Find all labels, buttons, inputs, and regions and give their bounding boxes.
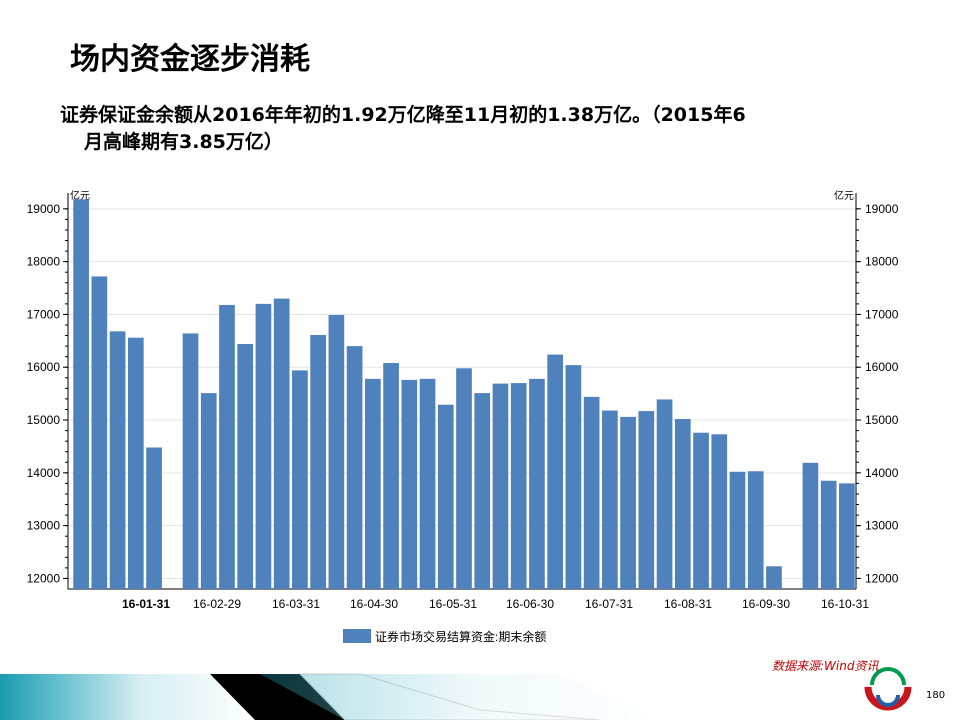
bar xyxy=(73,199,89,589)
legend-swatch xyxy=(343,629,371,643)
x-tick-label: 16-07-31 xyxy=(585,597,633,611)
x-tick-label: 16-09-30 xyxy=(742,597,790,611)
summary-line-1: 证券保证金余额从2016年年初的1.92万亿降至11月初的1.38万亿。（201… xyxy=(60,104,746,126)
bar xyxy=(766,566,782,589)
x-tick-label: 16-06-30 xyxy=(506,597,554,611)
summary-line-2: 月高峰期有3.85万亿） xyxy=(84,131,283,153)
bar xyxy=(255,303,272,589)
bar xyxy=(401,379,418,589)
data-source-note: 数据来源:Wind资讯 xyxy=(772,659,879,673)
bar xyxy=(437,404,454,589)
bar xyxy=(693,432,709,589)
summary-text: 证券保证金余额从2016年年初的1.92万亿降至11月初的1.38万亿。（201… xyxy=(60,102,910,156)
y-tick-label-right: 15000 xyxy=(865,413,899,427)
page-number: 180 xyxy=(926,690,946,701)
y-tick-label-right: 16000 xyxy=(865,360,899,374)
bar-chart: 12000 12000 13000 13000 14000 14000 15000 15000… xyxy=(27,189,899,644)
y-tick-label-right: 13000 xyxy=(865,519,899,533)
legend-label: 证券市场交易结算资金:期末余额 xyxy=(375,629,546,644)
bar xyxy=(492,383,509,589)
bar xyxy=(802,462,819,589)
bar xyxy=(510,383,527,589)
x-tick-label: 16-08-31 xyxy=(664,597,712,611)
bar xyxy=(109,331,126,589)
bar xyxy=(674,418,691,589)
bar xyxy=(182,333,199,589)
bar xyxy=(127,337,144,589)
bar xyxy=(711,434,728,589)
y-tick-label-left: 19000 xyxy=(27,202,61,216)
bar xyxy=(273,298,290,589)
bar xyxy=(747,471,764,589)
bar xyxy=(419,378,436,589)
bar xyxy=(292,370,308,589)
bar xyxy=(237,344,254,589)
bar xyxy=(346,346,363,589)
bar xyxy=(565,365,582,589)
y-tick-label-right: 17000 xyxy=(865,307,899,321)
bar xyxy=(620,416,636,589)
y-unit-right: 亿元 xyxy=(834,189,854,202)
bar xyxy=(383,363,399,589)
bar xyxy=(219,304,235,589)
x-tick-label: 16-03-31 xyxy=(272,597,320,611)
footer-decoration xyxy=(0,673,660,720)
bar xyxy=(310,335,326,589)
y-tick-label-left: 12000 xyxy=(27,571,61,585)
bar xyxy=(456,368,472,589)
bar xyxy=(729,471,746,589)
bar xyxy=(146,447,162,589)
bar xyxy=(839,483,855,589)
y-unit-left: 亿元 xyxy=(70,189,90,202)
slide-title: 场内资金逐步消耗 xyxy=(70,42,310,77)
bar xyxy=(474,393,491,589)
bar xyxy=(328,314,345,589)
wind-logo xyxy=(864,667,912,711)
y-tick-label-left: 14000 xyxy=(27,466,61,480)
bar xyxy=(656,399,673,589)
y-tick-label-right: 14000 xyxy=(865,466,899,480)
bar xyxy=(529,378,545,589)
bar xyxy=(364,378,381,589)
bar xyxy=(820,480,837,589)
x-tick-label: 16-10-31 xyxy=(821,597,869,611)
y-tick-label-left: 13000 xyxy=(27,519,61,533)
y-tick-label-right: 19000 xyxy=(865,202,899,216)
y-tick-label-left: 18000 xyxy=(27,255,61,269)
y-tick-label-left: 16000 xyxy=(27,360,61,374)
bar xyxy=(638,411,655,589)
x-tick-label: 16-05-31 xyxy=(429,597,477,611)
bar xyxy=(200,393,217,589)
y-tick-label-right: 18000 xyxy=(865,255,899,269)
x-tick-label: 16-02-29 xyxy=(193,597,241,611)
y-tick-label-right: 12000 xyxy=(865,571,899,585)
bar xyxy=(547,354,564,589)
x-tick-label: 16-01-31 xyxy=(122,597,170,611)
x-tick-label: 16-04-30 xyxy=(350,597,398,611)
bar xyxy=(583,396,600,589)
bar xyxy=(602,410,618,589)
bar xyxy=(91,276,108,589)
y-tick-label-left: 15000 xyxy=(27,413,61,427)
y-tick-label-left: 17000 xyxy=(27,307,61,321)
